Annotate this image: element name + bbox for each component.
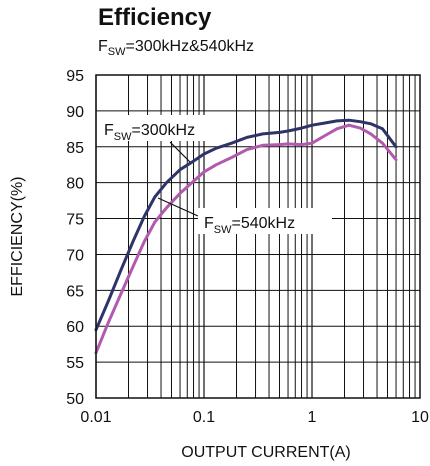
x-tick-label: 1 xyxy=(308,409,317,426)
annotation-box-2 xyxy=(198,208,332,234)
plot-frame xyxy=(95,74,421,399)
series-label-rest: =300kHz xyxy=(132,122,196,139)
y-tick-label: 70 xyxy=(66,247,84,264)
series-label-2: FSW=540kHz xyxy=(204,215,295,236)
y-tick-label: 80 xyxy=(66,176,84,193)
series-label-1: FSW=300kHz xyxy=(104,122,195,143)
chart-subtitle: FSW=300kHz&540kHz xyxy=(98,38,254,58)
subtitle-prefix: F xyxy=(98,38,108,55)
series-label-subscript: SW xyxy=(214,224,232,236)
y-tick-label: 65 xyxy=(66,283,84,300)
tick-labels: 95 90 85 80 75 70 65 60 55 500.01 0.1 1 10 xyxy=(66,68,429,426)
series-label-rest: =540kHz xyxy=(232,215,296,232)
y-tick-label: 90 xyxy=(66,104,84,121)
subtitle-subscript: SW xyxy=(107,46,126,59)
x-axis-label: OUTPUT CURRENT(A) xyxy=(181,444,350,461)
x-tick-label: 0.1 xyxy=(193,409,215,426)
annotation-leader-1 xyxy=(169,141,191,163)
y-tick-label: 50 xyxy=(66,391,84,408)
y-tick-label: 55 xyxy=(66,355,84,372)
series-line-2 xyxy=(94,123,398,355)
annotation-box-1 xyxy=(99,115,227,141)
y-tick-label: 60 xyxy=(66,319,84,336)
subtitle-rest: =300kHz&540kHz xyxy=(125,38,255,55)
series-label-subscript: SW xyxy=(114,131,132,143)
series-label-prefix: F xyxy=(204,215,214,232)
series-label-prefix: F xyxy=(104,122,114,139)
x-tick-label: 0.01 xyxy=(80,409,111,426)
series-lines xyxy=(94,118,398,355)
y-axis-label: EFFICIENCY(%) xyxy=(9,177,26,297)
annotation-leader-2 xyxy=(157,197,199,217)
series-line-1 xyxy=(94,118,398,332)
chart-title: Efficiency xyxy=(98,4,212,31)
y-tick-label: 85 xyxy=(66,140,84,157)
y-tick-label: 75 xyxy=(66,212,84,229)
y-tick-label: 95 xyxy=(66,68,84,85)
x-tick-label: 10 xyxy=(411,409,429,426)
